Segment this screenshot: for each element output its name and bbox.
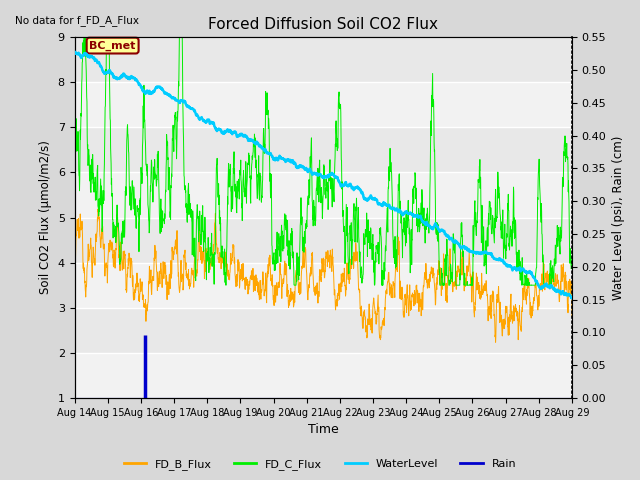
Y-axis label: Water Level (psi), Rain (cm): Water Level (psi), Rain (cm): [612, 135, 625, 300]
Bar: [74, 172, 572, 217]
Bar: [74, 263, 572, 308]
Text: No data for f_FD_A_Flux: No data for f_FD_A_Flux: [15, 15, 139, 26]
Legend: FD_B_Flux, FD_C_Flux, WaterLevel, Rain: FD_B_Flux, FD_C_Flux, WaterLevel, Rain: [120, 455, 520, 474]
Bar: [74, 353, 572, 398]
Bar: [74, 82, 572, 127]
Y-axis label: Soil CO2 Flux (μmol/m2/s): Soil CO2 Flux (μmol/m2/s): [39, 141, 52, 295]
Title: Forced Diffusion Soil CO2 Flux: Forced Diffusion Soil CO2 Flux: [208, 17, 438, 32]
X-axis label: Time: Time: [308, 423, 339, 436]
Text: BC_met: BC_met: [90, 40, 136, 51]
